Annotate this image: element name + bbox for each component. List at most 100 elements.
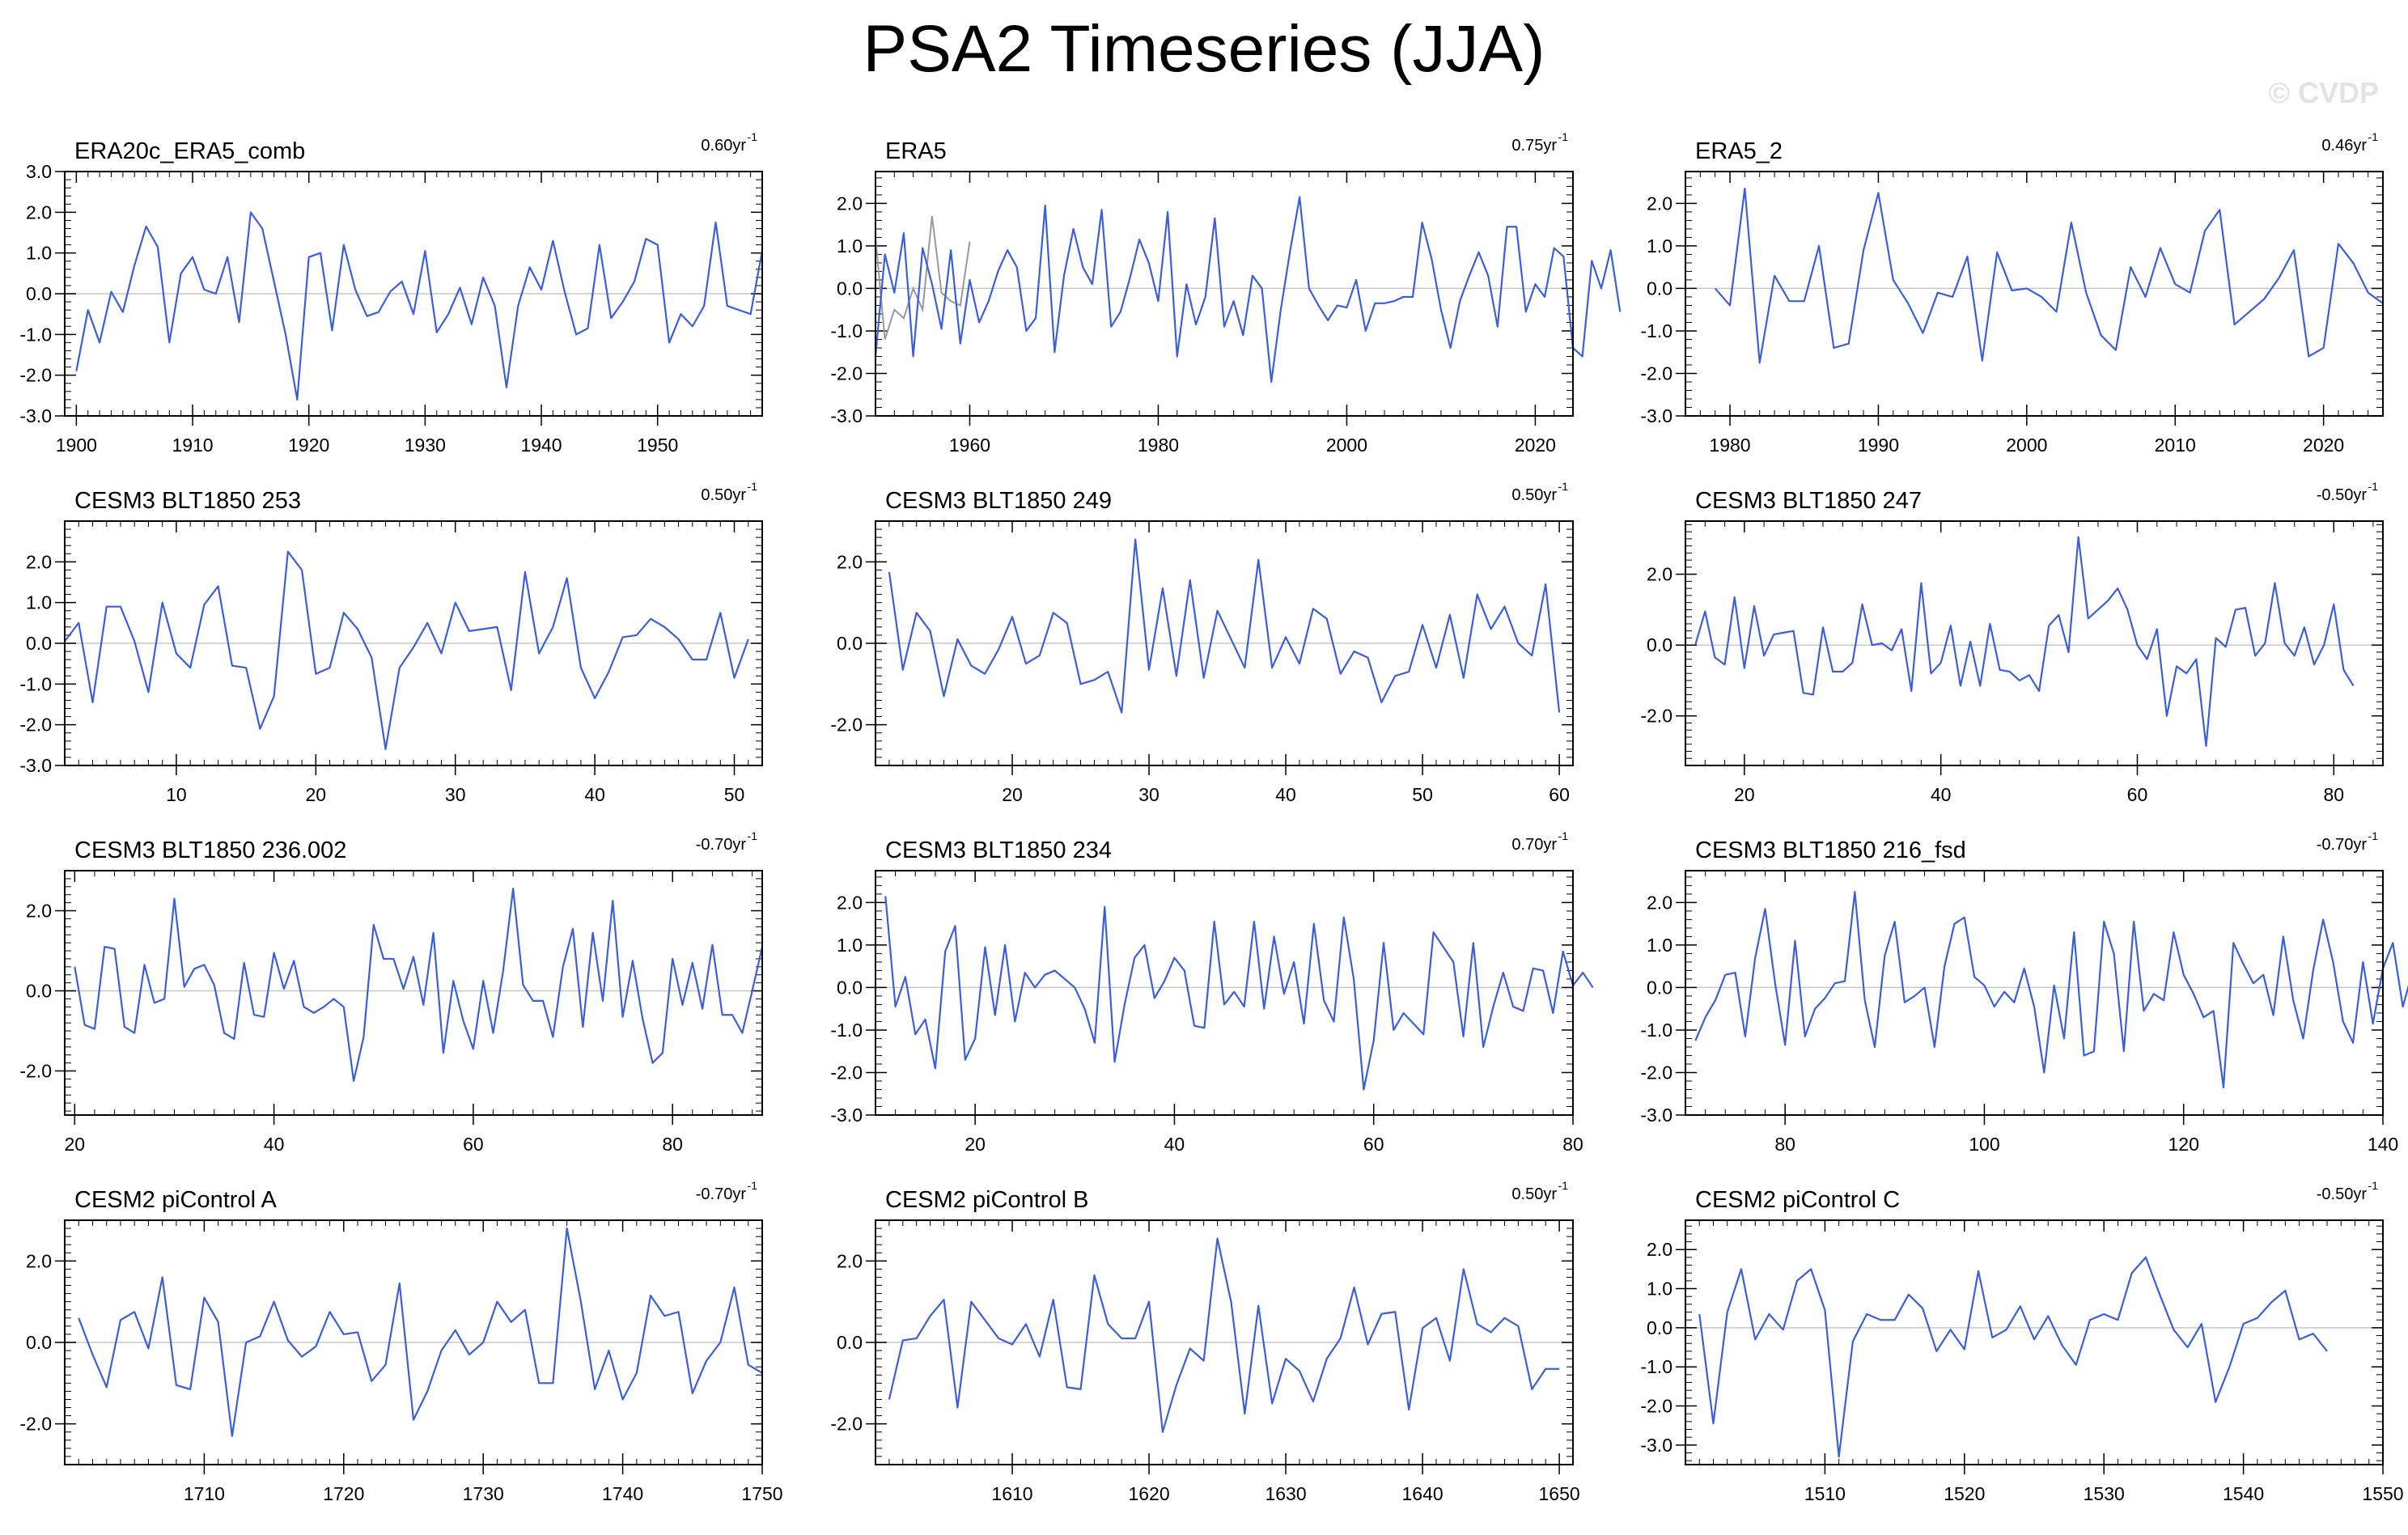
x-tick-label: 20	[306, 784, 327, 805]
series-line	[74, 888, 764, 1083]
x-tick-label: 50	[1412, 784, 1433, 805]
y-tick-label: 2.0	[26, 551, 52, 572]
y-tick-label: 2.0	[837, 1250, 863, 1271]
series-line	[888, 538, 1561, 714]
x-tick-label: 1740	[602, 1483, 643, 1504]
trend-exponent: -1	[1558, 829, 1569, 842]
x-tick-label: 1610	[991, 1483, 1032, 1504]
trend-exponent: -1	[748, 1179, 758, 1192]
x-tick-label: 40	[1164, 1134, 1185, 1155]
x-tick-label: 40	[1275, 784, 1296, 805]
trend-exponent: -1	[748, 480, 758, 493]
y-tick-label: 0.0	[26, 283, 52, 304]
y-tick-label: 2.0	[26, 201, 52, 223]
y-tick-label: -2.0	[19, 365, 52, 386]
trend-label: -0.70yr	[2317, 836, 2368, 854]
series-line	[1694, 891, 2408, 1088]
series-line	[75, 211, 764, 401]
y-tick-label: 2.0	[26, 1250, 52, 1271]
y-tick-label: 0.0	[1647, 634, 1672, 655]
x-tick-label: 1540	[2223, 1483, 2264, 1504]
trend-label: 0.50yr	[1511, 1185, 1557, 1203]
x-tick-label: 1710	[184, 1483, 225, 1504]
trend-label: -0.50yr	[2317, 1185, 2368, 1203]
x-tick-label: 1980	[1138, 435, 1179, 456]
y-tick-label: 1.0	[837, 235, 863, 257]
x-tick-label: 1910	[172, 435, 213, 456]
x-tick-label: 1980	[1709, 435, 1750, 456]
x-tick-label: 1940	[520, 435, 562, 456]
chart-panel-11: -2.0 0.0 2.0 1610 1620 1630 1640 1650 CESM2 piCo…	[830, 1179, 1579, 1504]
y-tick-label: -2.0	[830, 1414, 863, 1435]
plot-frame	[64, 171, 763, 417]
x-tick-label: 1750	[741, 1483, 782, 1504]
x-tick-label: 80	[1774, 1134, 1795, 1155]
y-tick-label: -3.0	[19, 755, 52, 776]
y-tick-label: 0.0	[1647, 1317, 1672, 1338]
x-tick-label: 40	[264, 1134, 285, 1155]
chart-panel-2: -3.0 -2.0 -1.0 0.0 1.0 2.0 1960 1980 2000 2020 ERA…	[830, 130, 1622, 456]
trend-exponent: -1	[2368, 1179, 2379, 1192]
series-line	[884, 896, 1594, 1091]
x-tick-label: 80	[662, 1134, 683, 1155]
plot-frame	[1685, 870, 2384, 1116]
x-tick-label: 1550	[2362, 1483, 2403, 1504]
x-tick-label: 1510	[1804, 1483, 1846, 1504]
y-tick-label: 2.0	[1647, 564, 1672, 585]
series-line	[888, 1237, 1560, 1433]
y-tick-label: -2.0	[1640, 363, 1672, 384]
x-tick-label: 60	[1363, 1134, 1384, 1155]
plot-frame	[64, 870, 763, 1116]
x-tick-label: 1640	[1401, 1483, 1443, 1504]
plot-frame	[875, 870, 1574, 1116]
x-tick-label: 30	[1138, 784, 1159, 805]
y-tick-label: -1.0	[19, 673, 52, 694]
trend-exponent: -1	[1558, 130, 1569, 143]
series-line	[64, 550, 749, 750]
x-tick-label: 60	[463, 1134, 484, 1155]
series-line	[1714, 187, 2384, 364]
x-tick-label: 20	[964, 1134, 986, 1155]
chart-title: CESM3 BLT1850 236.002	[74, 837, 346, 863]
chart-panel-10: -2.0 0.0 2.0 1710 1720 1730 1740 1750 CESM2 piCo…	[19, 1179, 782, 1504]
x-tick-label: 1900	[56, 435, 97, 456]
y-tick-label: -1.0	[19, 324, 52, 345]
plot-frame	[64, 520, 763, 766]
chart-panel-9: -3.0 -2.0 -1.0 0.0 1.0 2.0 80 100 120 140 CESM3 BL…	[1640, 829, 2408, 1155]
chart-panel-3: -3.0 -2.0 -1.0 0.0 1.0 2.0 1980 1990 2000 2010 202…	[1640, 130, 2384, 456]
x-tick-label: 100	[1969, 1134, 1999, 1155]
y-tick-label: -3.0	[1640, 1435, 1672, 1456]
chart-title: CESM2 piControl A	[74, 1187, 277, 1213]
plot-frame	[875, 1219, 1574, 1465]
y-tick-label: -2.0	[1640, 1396, 1672, 1417]
x-tick-label: 20	[1734, 784, 1755, 805]
x-tick-label: 40	[584, 784, 605, 805]
x-tick-label: 60	[2127, 784, 2148, 805]
chart-title: ERA5	[885, 138, 947, 164]
x-tick-label: 40	[1931, 784, 1952, 805]
y-tick-label: -2.0	[19, 1414, 52, 1435]
watermark: © CVDP	[2268, 76, 2379, 109]
plot-frame	[64, 1219, 763, 1465]
trend-exponent: -1	[2368, 480, 2379, 493]
y-tick-label: 2.0	[26, 901, 52, 922]
chart-panel-4: -3.0 -2.0 -1.0 0.0 1.0 2.0 10 20 30 40 50 CESM3 BLT…	[19, 480, 763, 805]
y-tick-label: 1.0	[1647, 1278, 1672, 1300]
x-tick-label: 2000	[2006, 435, 2047, 456]
x-tick-label: 50	[724, 784, 745, 805]
x-tick-label: 1620	[1128, 1483, 1169, 1504]
x-tick-label: 30	[445, 784, 466, 805]
chart-panel-7: -2.0 0.0 2.0 20 40 60 80 CESM3 BLT1850 236.002 -…	[19, 829, 764, 1155]
y-tick-label: 0.0	[837, 977, 863, 998]
plot-frame	[875, 171, 1574, 417]
x-tick-label: 1630	[1265, 1483, 1306, 1504]
trend-exponent: -1	[2368, 130, 2379, 143]
x-tick-label: 2020	[1515, 435, 1556, 456]
y-tick-label: -1.0	[1640, 320, 1672, 341]
series-line	[1698, 1256, 2328, 1458]
plot-frame	[1685, 520, 2384, 766]
y-tick-label: -2.0	[1640, 706, 1672, 727]
chart-panel-12: -3.0 -2.0 -1.0 0.0 1.0 2.0 1510 1520 1530 1540 155…	[1640, 1179, 2403, 1504]
trend-exponent: -1	[2368, 829, 2379, 842]
